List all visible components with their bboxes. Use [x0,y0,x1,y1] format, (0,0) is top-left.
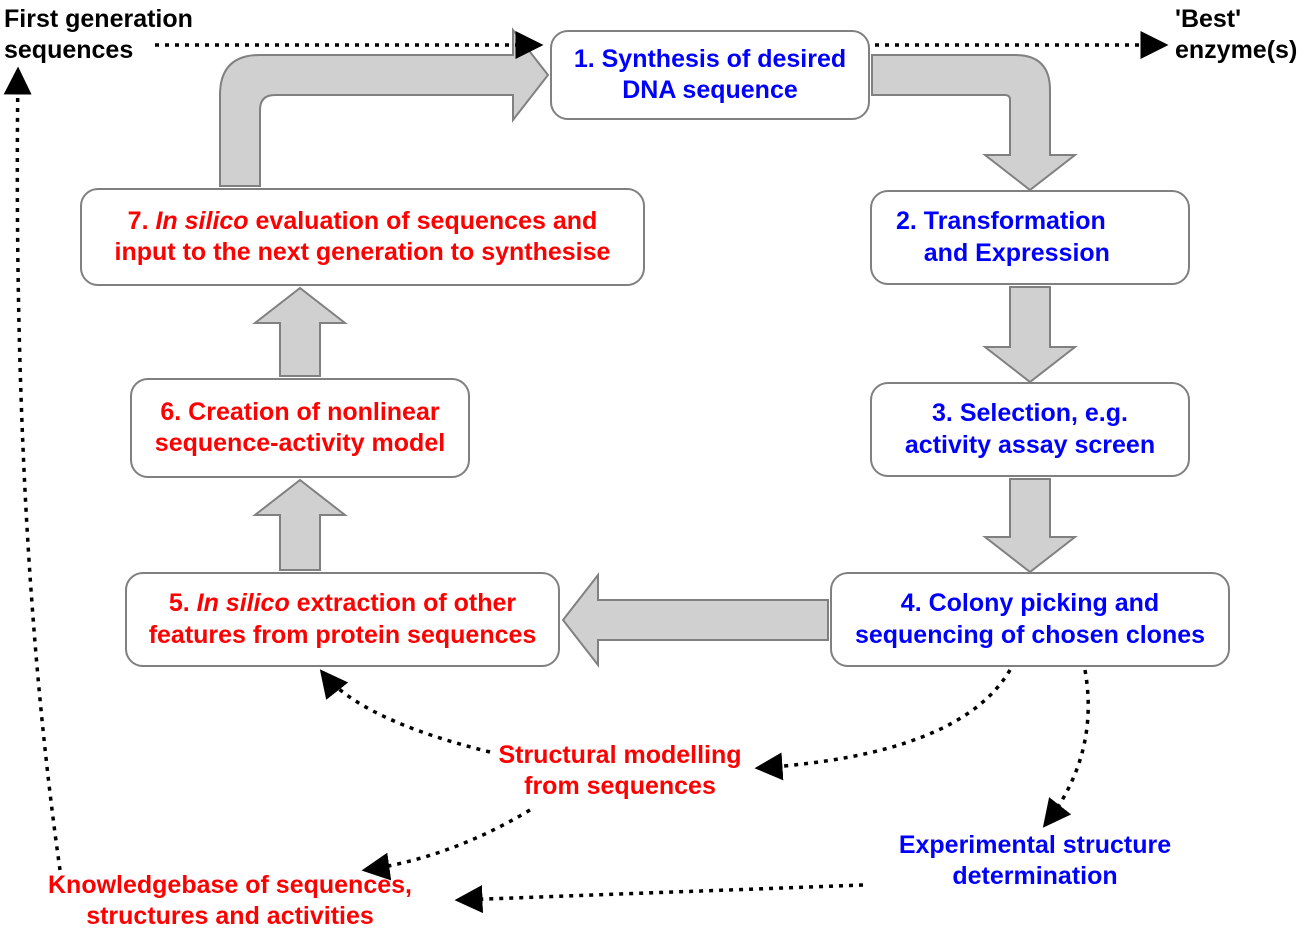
arrow-5-6 [255,480,345,570]
box-3-text: 3. Selection, e.g.activity assay screen [905,398,1155,461]
box-6-text: 6. Creation of nonlinearsequence-activit… [155,397,445,460]
arrow-7-1 [220,30,548,186]
box-2-text: 2. Transformation and Expression [896,206,1110,269]
arrow-1-2 [872,55,1075,190]
arrow-3-4 [985,479,1075,572]
dotted-b4-to-expstruct [1045,670,1088,825]
arrow-2-3 [985,287,1075,382]
box-2-transformation: 2. Transformation and Expression [870,190,1190,285]
label-best-enzymes: 'Best'enzyme(s) [1175,4,1297,67]
label-experimental-structure: Experimental structuredetermination [870,830,1200,893]
dotted-expstruct-to-kb [458,885,863,900]
arrow-6-7 [255,288,345,376]
box-6-nonlinear-model: 6. Creation of nonlinearsequence-activit… [130,378,470,478]
dotted-b4-to-structmodel [758,670,1010,768]
dotted-structmodel-to-kb [365,810,530,870]
box-5-text: 5. In silico extraction of otherfeatures… [149,588,537,651]
box-1-synthesis: 1. Synthesis of desiredDNA sequence [550,30,870,120]
box-5-in-silico-extraction: 5. In silico extraction of otherfeatures… [125,572,560,667]
box-4-colony-picking: 4. Colony picking andsequencing of chose… [830,572,1230,667]
box-1-text: 1. Synthesis of desiredDNA sequence [574,44,846,107]
box-7-text: 7. In silico evaluation of sequences and… [115,206,611,269]
dotted-kb-to-firstgen [17,70,60,870]
label-structural-modelling: Structural modellingfrom sequences [475,740,765,803]
label-first-generation: First generationsequences [4,4,193,67]
arrow-4-5 [563,575,828,665]
box-7-in-silico-evaluation: 7. In silico evaluation of sequences and… [80,188,645,286]
label-knowledgebase: Knowledgebase of sequences,structures an… [10,870,450,933]
box-3-selection: 3. Selection, e.g.activity assay screen [870,382,1190,477]
box-4-text: 4. Colony picking andsequencing of chose… [855,588,1205,651]
dotted-structmodel-to-b5 [322,672,490,752]
